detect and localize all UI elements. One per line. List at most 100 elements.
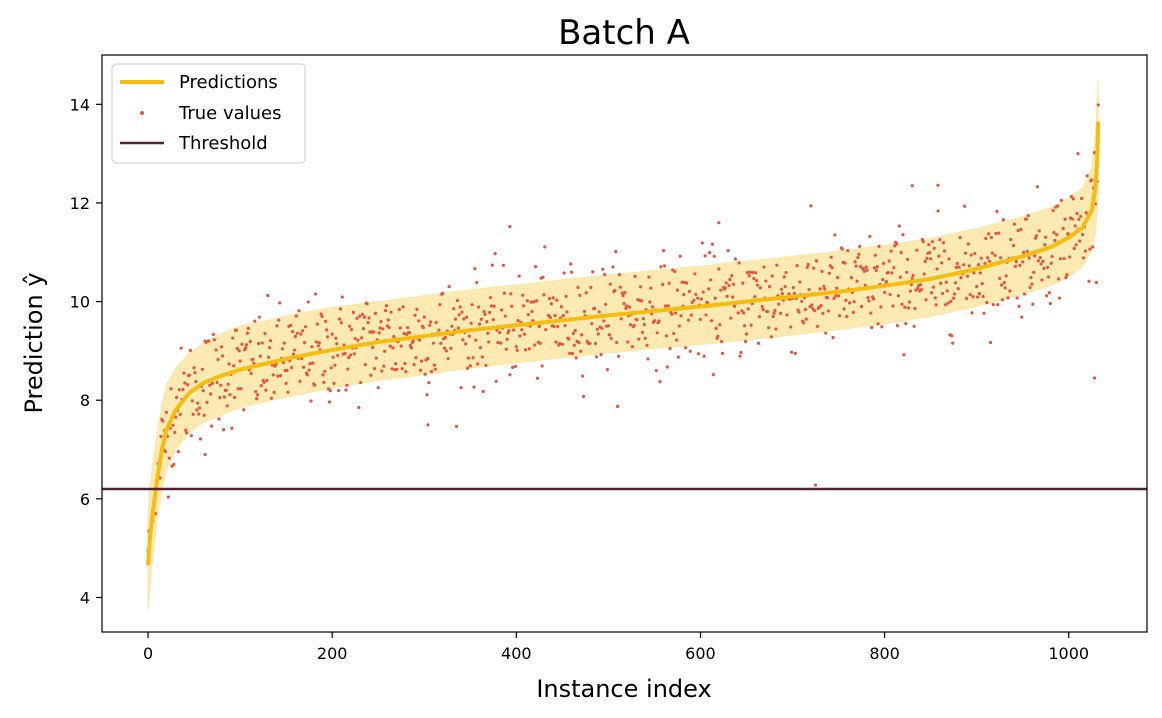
true-value-point	[220, 345, 224, 349]
true-value-point	[906, 306, 911, 310]
true-value-point	[625, 304, 629, 308]
true-value-point	[928, 251, 932, 255]
true-value-point	[484, 363, 488, 367]
true-value-point	[579, 349, 583, 353]
true-value-point	[1032, 270, 1036, 275]
true-value-point	[1014, 259, 1018, 264]
legend-label-threshold: Threshold	[178, 133, 268, 154]
true-value-point	[523, 332, 527, 336]
true-value-point	[461, 338, 465, 342]
x-tick-label: 0	[143, 644, 153, 663]
true-value-point	[620, 291, 624, 295]
true-value-point	[479, 317, 483, 321]
true-value-point	[865, 268, 869, 272]
true-value-point	[1037, 229, 1041, 233]
true-value-point	[613, 288, 617, 293]
true-value-point	[462, 317, 466, 321]
true-value-point	[329, 366, 333, 370]
true-value-point	[555, 298, 559, 302]
true-value-point	[646, 357, 650, 361]
x-tick-label: 600	[685, 644, 716, 663]
true-value-point	[571, 331, 576, 335]
true-value-point	[210, 381, 215, 386]
true-value-point	[959, 276, 963, 280]
true-value-point	[761, 307, 765, 312]
true-value-point	[426, 423, 430, 427]
true-value-point	[855, 279, 859, 283]
y-tick-label: 10	[70, 293, 90, 312]
true-value-point	[251, 357, 255, 361]
true-value-point	[702, 354, 706, 358]
true-value-point	[360, 312, 365, 316]
true-value-point	[684, 346, 688, 350]
true-value-point	[415, 307, 419, 311]
true-value-point	[578, 293, 582, 297]
true-value-point	[525, 299, 529, 303]
chart-title: Batch A	[558, 13, 690, 53]
true-value-point	[852, 300, 856, 304]
true-value-point	[187, 373, 192, 377]
true-value-point	[457, 313, 461, 317]
true-value-point	[298, 379, 302, 383]
true-value-point	[647, 275, 651, 279]
true-value-point	[256, 341, 261, 346]
true-value-point	[1058, 257, 1063, 261]
true-value-point	[872, 266, 877, 270]
true-value-point	[332, 381, 336, 385]
true-value-point	[989, 235, 994, 240]
true-value-point	[191, 412, 195, 416]
true-value-point	[861, 267, 866, 271]
true-value-point	[801, 321, 806, 325]
true-value-point	[227, 362, 231, 366]
true-value-point	[1092, 376, 1097, 380]
true-value-point	[386, 318, 390, 322]
true-value-point	[825, 296, 830, 300]
true-value-point	[161, 419, 165, 423]
y-tick-label: 12	[70, 194, 90, 213]
true-value-point	[425, 393, 429, 397]
true-value-point	[232, 364, 236, 368]
true-value-point	[603, 272, 607, 277]
true-value-point	[322, 380, 326, 385]
true-value-point	[732, 282, 736, 286]
true-value-point	[359, 380, 363, 385]
true-value-point	[347, 355, 351, 360]
true-value-point	[943, 303, 947, 307]
true-value-point	[904, 321, 908, 326]
true-value-point	[771, 314, 775, 319]
x-axis-label: Instance index	[536, 675, 711, 703]
true-value-point	[306, 300, 310, 304]
true-value-point	[240, 342, 244, 346]
true-value-point	[995, 209, 999, 213]
true-value-point	[222, 395, 227, 399]
true-value-point	[717, 221, 721, 225]
true-value-point	[592, 306, 597, 311]
true-value-point	[452, 307, 456, 311]
true-value-point	[757, 315, 761, 319]
true-value-point	[481, 389, 485, 393]
true-value-point	[423, 372, 427, 376]
true-value-point	[217, 417, 221, 421]
true-value-point	[321, 373, 325, 377]
true-value-point	[782, 275, 786, 279]
true-value-point	[465, 366, 470, 370]
true-value-point	[593, 341, 598, 346]
true-value-point	[458, 305, 462, 309]
true-value-point	[314, 340, 319, 344]
true-value-point	[627, 305, 632, 309]
true-value-point	[836, 294, 841, 298]
true-value-point	[389, 310, 393, 314]
true-value-point	[1073, 224, 1077, 228]
true-value-point	[292, 348, 297, 352]
true-value-point	[1055, 233, 1059, 237]
true-value-point	[718, 323, 722, 327]
true-value-point	[1072, 246, 1076, 251]
true-value-point	[848, 301, 852, 305]
true-value-point	[543, 245, 547, 249]
true-value-point	[352, 352, 356, 356]
true-value-point	[177, 388, 181, 392]
true-value-point	[1017, 304, 1021, 308]
true-value-point	[221, 354, 225, 358]
true-value-point	[740, 309, 744, 313]
true-value-point	[1088, 247, 1092, 251]
